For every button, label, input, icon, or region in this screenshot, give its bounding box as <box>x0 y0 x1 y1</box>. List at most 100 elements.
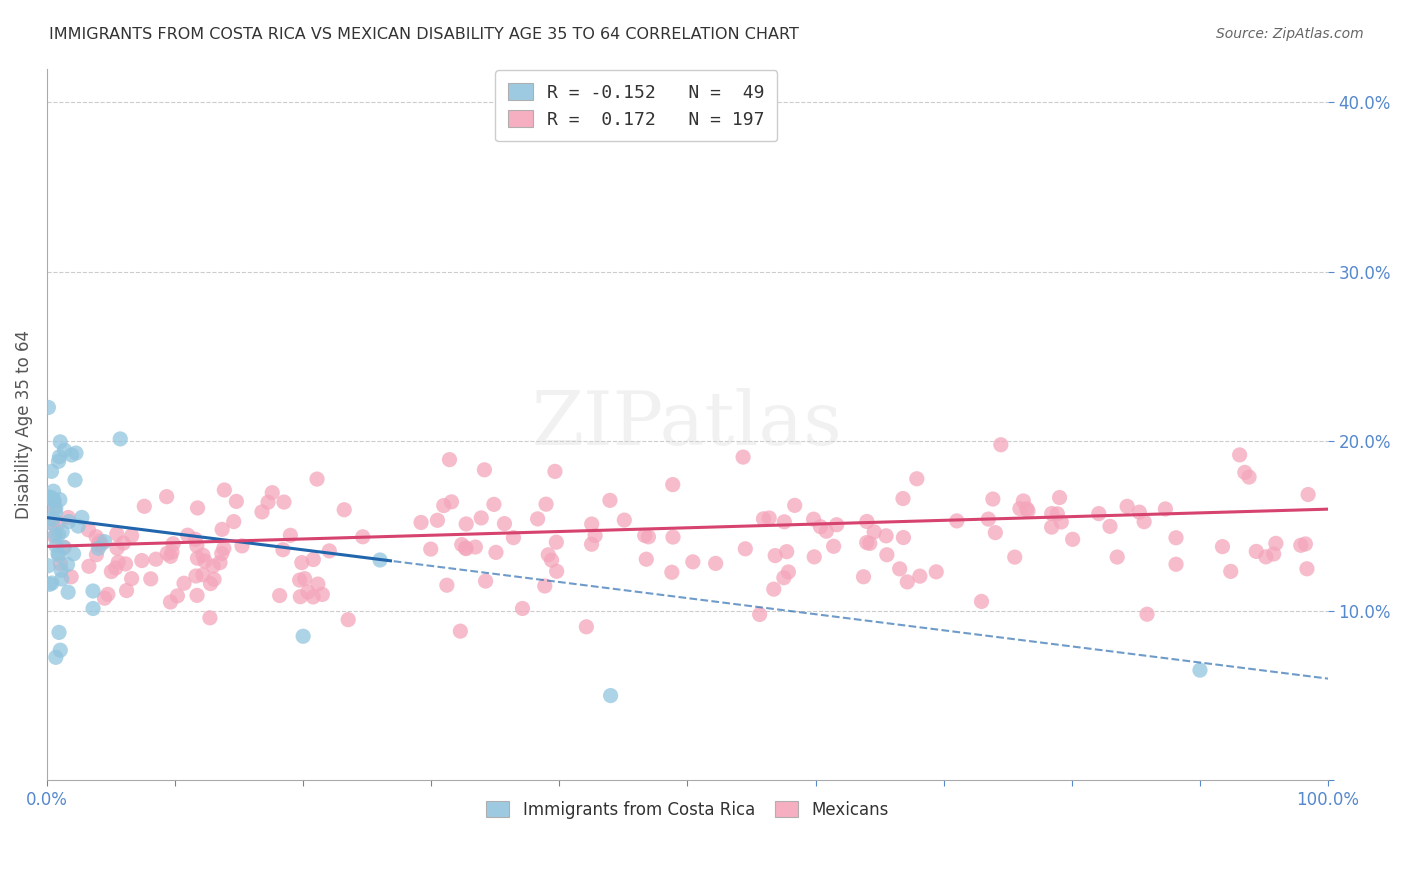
Point <box>636 552 658 566</box>
Point <box>56 585 79 599</box>
Point <box>1289 538 1312 552</box>
Point <box>41 464 63 478</box>
Point <box>1237 470 1260 484</box>
Text: IMMIGRANTS FROM COSTA RICA VS MEXICAN DISABILITY AGE 35 TO 64 CORRELATION CHART: IMMIGRANTS FROM COSTA RICA VS MEXICAN DI… <box>49 27 799 42</box>
Point <box>292 629 315 643</box>
Point <box>970 594 993 608</box>
Point <box>294 572 316 586</box>
Point <box>1154 502 1177 516</box>
Point <box>990 438 1012 452</box>
Point <box>977 512 1000 526</box>
Point <box>1254 549 1277 564</box>
Point <box>752 512 775 526</box>
Point <box>86 548 108 562</box>
Point <box>48 450 70 464</box>
Point <box>783 499 806 513</box>
Point <box>333 502 356 516</box>
Point <box>53 540 76 554</box>
Point <box>45 539 67 553</box>
Point <box>211 522 233 536</box>
Point <box>87 537 110 551</box>
Point <box>419 542 441 557</box>
Point <box>1294 537 1316 551</box>
Point <box>257 495 280 509</box>
Point <box>803 549 825 564</box>
Point <box>269 589 291 603</box>
Point <box>173 576 195 591</box>
Point <box>1164 558 1187 572</box>
Point <box>485 545 508 559</box>
Point <box>815 524 838 539</box>
Point <box>823 539 845 553</box>
Point <box>1107 549 1129 564</box>
Point <box>1296 487 1319 501</box>
Point <box>337 613 360 627</box>
Point <box>856 515 879 529</box>
Point <box>44 528 66 542</box>
Point <box>889 562 911 576</box>
Point <box>58 515 80 529</box>
Point <box>409 516 432 530</box>
Point <box>60 448 83 462</box>
Point <box>1098 519 1121 533</box>
Point <box>905 472 928 486</box>
Point <box>599 689 621 703</box>
Point <box>48 625 70 640</box>
Point <box>115 583 138 598</box>
Point <box>1046 507 1069 521</box>
Point <box>1263 547 1285 561</box>
Y-axis label: Disability Age 35 to 64: Disability Age 35 to 64 <box>15 330 32 519</box>
Point <box>191 548 214 562</box>
Point <box>49 557 72 571</box>
Point <box>439 452 461 467</box>
Point <box>186 588 208 602</box>
Point <box>863 524 886 539</box>
Point <box>896 574 918 589</box>
Point <box>166 589 188 603</box>
Point <box>512 601 534 615</box>
Point <box>77 523 100 537</box>
Point <box>105 541 128 556</box>
Point <box>290 590 312 604</box>
Point <box>145 552 167 566</box>
Point <box>262 485 284 500</box>
Point <box>58 510 80 524</box>
Point <box>139 572 162 586</box>
Point <box>526 512 548 526</box>
Point <box>875 529 897 543</box>
Text: ZIPatlas: ZIPatlas <box>531 388 842 461</box>
Point <box>1233 466 1256 480</box>
Point <box>48 454 70 468</box>
Point <box>60 570 83 584</box>
Point <box>273 495 295 509</box>
Point <box>42 492 65 507</box>
Point <box>482 497 505 511</box>
Point <box>202 559 225 574</box>
Point <box>225 494 247 508</box>
Point <box>291 556 314 570</box>
Point <box>450 538 472 552</box>
Point <box>156 546 179 560</box>
Point <box>49 563 72 577</box>
Point <box>42 484 65 499</box>
Point <box>311 587 333 601</box>
Point <box>544 464 567 478</box>
Point <box>464 540 486 554</box>
Point <box>70 510 93 524</box>
Point <box>981 491 1004 506</box>
Point <box>426 513 449 527</box>
Point <box>1050 515 1073 529</box>
Point <box>634 528 657 542</box>
Point <box>748 607 770 622</box>
Point <box>110 432 132 446</box>
Point <box>1246 544 1268 558</box>
Point <box>89 533 111 548</box>
Point <box>810 519 832 533</box>
Point <box>184 569 207 583</box>
Point <box>537 548 560 562</box>
Point <box>546 535 568 549</box>
Point <box>42 512 65 526</box>
Point <box>302 590 325 604</box>
Point <box>661 477 683 491</box>
Point <box>852 570 875 584</box>
